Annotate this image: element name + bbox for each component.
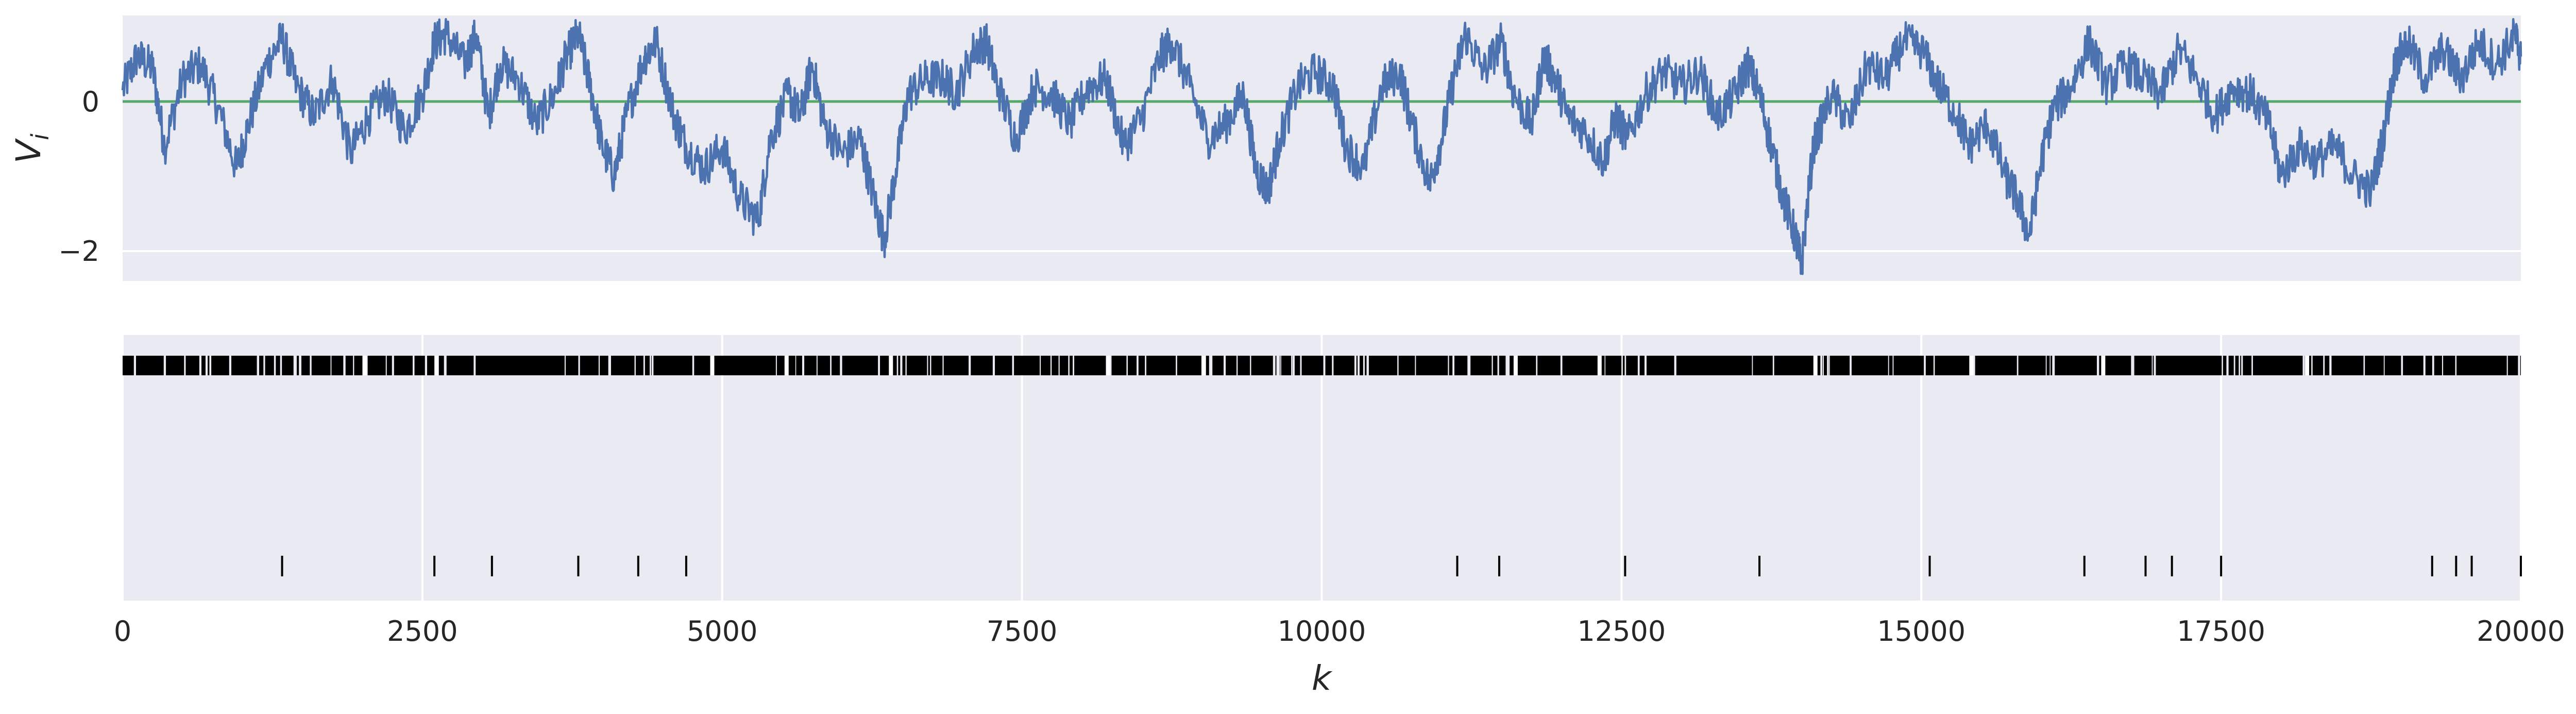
x-tick-label: 20000 [2477, 615, 2565, 647]
y-tick-label: −2 [58, 235, 99, 268]
x-tick-label: 5000 [687, 615, 757, 647]
y-axis-label-base: V [9, 138, 48, 163]
dense-row-gap [1201, 356, 1206, 375]
x-axis-label: k [1312, 658, 1333, 698]
dense-row-gap [784, 356, 789, 375]
y-axis-label-subscript: i [26, 134, 54, 140]
dense-row-gap [1813, 356, 1818, 375]
dense-row-gap [362, 356, 367, 375]
x-tick-label: 10000 [1278, 615, 1366, 647]
x-tick-label: 15000 [1877, 615, 1965, 647]
dense-row-gap [1969, 356, 1974, 375]
dense-event-band [123, 356, 2521, 375]
x-tick-label: 7500 [987, 615, 1057, 647]
dense-event-row [123, 356, 2521, 375]
bottom-panel: 0 2500 5000 7500 10000 12500 15000 17500 20000 k [114, 335, 2565, 698]
y-tick-label: 0 [82, 86, 99, 118]
dense-row-gap [1513, 356, 1518, 375]
y-axis-label: Vi [9, 134, 54, 163]
x-tick-label: 0 [114, 615, 131, 647]
dense-row-gap [1106, 356, 1110, 375]
x-tick-labels: 0 2500 5000 7500 10000 12500 15000 17500 20000 [114, 615, 2565, 647]
dense-row-gap [889, 356, 893, 375]
top-panel: 0 −2 Vi [9, 15, 2522, 281]
dense-row-gap [434, 356, 439, 375]
dense-row-gap [710, 356, 715, 375]
dense-row-gap [1597, 356, 1602, 375]
voltage-series-line [121, 18, 2522, 275]
x-tick-label: 12500 [1577, 615, 1666, 647]
top-y-tick-labels: 0 −2 [58, 86, 99, 268]
top-axes-background [123, 15, 2521, 281]
x-tick-label: 2500 [387, 615, 457, 647]
sparse-event-row [281, 556, 2522, 576]
bottom-grid [122, 335, 2522, 601]
dense-row-gap [2101, 356, 2106, 375]
x-tick-label: 17500 [2177, 615, 2265, 647]
dense-row-gap [2305, 356, 2310, 375]
